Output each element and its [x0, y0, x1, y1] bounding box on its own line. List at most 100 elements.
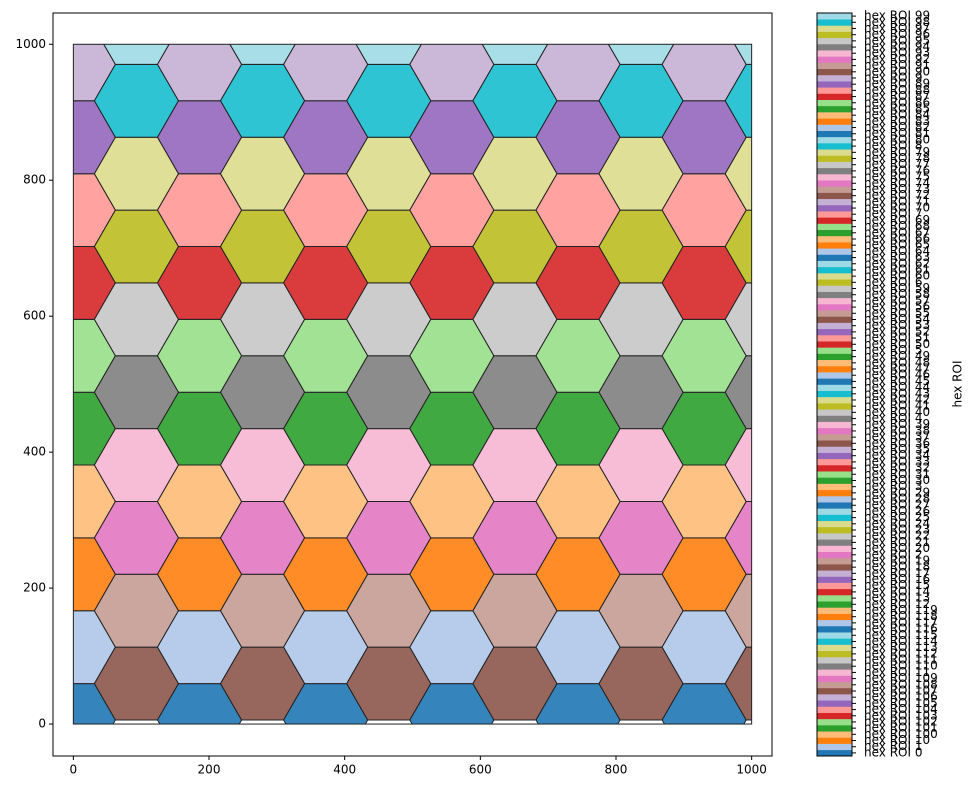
colorbar-segment [817, 186, 852, 193]
colorbar-tick-label: hex ROI 94 [864, 40, 930, 54]
hex-roi [724, 209, 752, 284]
x-tick-label: 400 [333, 763, 356, 777]
hex-roi [724, 136, 752, 211]
colorbar-segment [817, 173, 852, 181]
colorbar-tick-label: hex ROI 7 [864, 207, 922, 221]
colorbar-tick-label: hex ROI 47 [864, 362, 930, 376]
colorbar-segment [817, 149, 852, 156]
colorbar-tick-label: hex ROI 59 [864, 281, 930, 295]
colorbar-segment [817, 656, 852, 664]
colorbar-segment [817, 322, 852, 330]
colorbar-tick-label: hex ROI 86 [864, 95, 930, 109]
colorbar-segment [817, 514, 852, 522]
colorbar-segment [817, 378, 852, 385]
colorbar-segment [817, 68, 852, 76]
colorbar-tick-label: hex ROI 33 [864, 454, 930, 468]
colorbar-segment [817, 341, 852, 348]
hex-roi [724, 646, 752, 721]
colorbar-segment [817, 279, 852, 286]
colorbar-tick-label: hex ROI 25 [864, 510, 930, 524]
hex-roi [724, 501, 752, 575]
colorbar-tick-label: hex ROI 5 [864, 343, 922, 357]
colorbar-tick-label: hex ROI 2 [864, 547, 922, 561]
colorbar-segment [817, 347, 852, 354]
colorbar-tick-label: hex ROI 44 [864, 380, 930, 394]
colorbar-tick-label: hex ROI 11 [864, 665, 930, 679]
colorbar-segment [817, 62, 852, 70]
colorbar-tick-label: hex ROI 84 [864, 108, 930, 122]
colorbar-segment [817, 694, 852, 701]
colorbar-segment [817, 112, 852, 119]
colorbar-segment [817, 700, 852, 707]
colorbar-segment [817, 211, 852, 218]
colorbar-segment [817, 105, 852, 113]
colorbar-segment [817, 254, 852, 261]
colorbar-tick-label: hex ROI 115 [864, 628, 938, 642]
colorbar-tick-label: hex ROI 1 [864, 739, 922, 753]
colorbar-segment [817, 74, 852, 82]
colorbar-tick-label: hex ROI 56 [864, 300, 930, 314]
colorbar-segment [817, 204, 852, 212]
colorbar-segment [817, 384, 852, 391]
colorbar-segment [817, 155, 852, 162]
colorbar-segment [817, 675, 852, 682]
colorbar-segment [817, 273, 852, 280]
colorbar-tick-label: hex ROI 14 [864, 584, 930, 598]
colorbar-segment [817, 452, 852, 460]
colorbar-tick-label: hex ROI 80 [864, 132, 930, 146]
colorbar-segment [817, 502, 852, 509]
colorbar-segment [817, 223, 852, 231]
colorbar-tick-label: hex ROI 45 [864, 374, 930, 388]
colorbar-tick-label: hex ROI 49 [864, 349, 930, 363]
colorbar-tick-label: hex ROI 99 [864, 9, 930, 23]
colorbar-tick-label: hex ROI 35 [864, 442, 930, 456]
colorbar-segment [817, 489, 852, 497]
colorbar-segment [817, 304, 852, 311]
colorbar-tick-label: hex ROI 107 [864, 683, 938, 697]
roi-boundary [72, 43, 753, 725]
y-tick-label: 200 [23, 581, 46, 595]
colorbar-segment [817, 235, 852, 243]
colorbar-segment [817, 161, 852, 169]
colorbar-segment [817, 632, 852, 639]
colorbar-segment [817, 607, 852, 614]
colorbar-tick-label: hex ROI 24 [864, 516, 930, 530]
hex-roi [724, 573, 752, 648]
colorbar-segment [817, 520, 852, 528]
colorbar-segment [817, 533, 852, 540]
colorbar-segment [817, 706, 852, 713]
colorbar-tick-label: hex ROI 89 [864, 77, 930, 91]
colorbar-segment [817, 477, 852, 484]
colorbar-tick-label: hex ROI 17 [864, 566, 930, 580]
colorbar-tick-label: hex ROI 30 [864, 473, 930, 487]
colorbar-tick-label: hex ROI 4 [864, 411, 922, 425]
colorbar-segment [817, 557, 852, 565]
colorbar-tick-label: hex ROI 32 [864, 461, 930, 475]
colorbar-segment [817, 650, 852, 658]
colorbar-segment [817, 50, 852, 57]
colorbar-tick-label: hex ROI 34 [864, 448, 930, 462]
y-tick-label: 400 [23, 445, 46, 459]
colorbar-tick-label: hex ROI 119 [864, 603, 938, 617]
colorbar-tick-label: hex ROI 96 [864, 27, 930, 41]
colorbar-segment [817, 545, 852, 552]
colorbar-segment [817, 192, 852, 200]
colorbar-segment [817, 619, 852, 627]
colorbar-segment [817, 359, 852, 367]
colorbar-segment [817, 483, 852, 491]
colorbar-tick-label: hex ROI 58 [864, 287, 930, 301]
colorbar-segment [817, 638, 852, 645]
colorbar-tick-label: hex ROI 55 [864, 306, 930, 320]
colorbar-tick-label: hex ROI 12 [864, 597, 930, 611]
colorbar-tick-label: hex ROI 66 [864, 231, 930, 245]
colorbar-segment [817, 409, 852, 416]
colorbar-segment [817, 731, 852, 738]
colorbar-segment [817, 242, 852, 249]
colorbar-segment [817, 316, 852, 323]
colorbar-segment [817, 564, 852, 571]
colorbar-tick-label: hex ROI 108 [864, 677, 938, 691]
colorbar-tick-label: hex ROI 95 [864, 33, 930, 47]
colorbar-frame [816, 12, 853, 757]
colorbar-segment [817, 124, 852, 131]
colorbar-tick-label: hex ROI 92 [864, 52, 930, 66]
